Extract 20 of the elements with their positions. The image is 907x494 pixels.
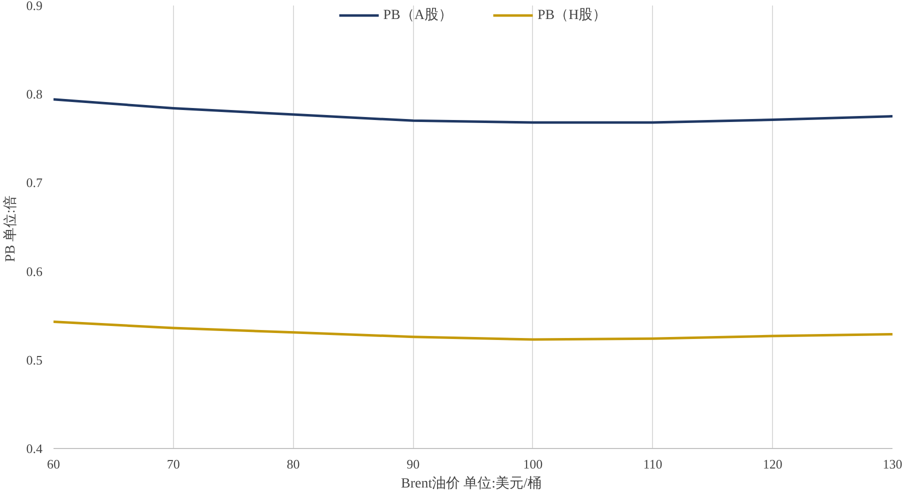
x-tick-label: 100 <box>523 456 543 472</box>
x-axis-title: Brent油价 单位:美元/桶 <box>401 476 542 492</box>
y-tick-label: 0.4 <box>26 441 43 456</box>
x-tick-label: 110 <box>643 456 662 472</box>
y-tick-label: 0.6 <box>26 264 43 279</box>
y-tick-label: 0.9 <box>26 0 42 13</box>
x-tick-label: 120 <box>762 456 782 472</box>
x-tick-label: 80 <box>286 456 300 472</box>
legend-label: PB（H股） <box>538 6 607 24</box>
y-tick-label: 0.5 <box>26 352 42 368</box>
legend-label: PB（A股） <box>383 6 452 24</box>
y-tick-label: 0.7 <box>26 175 43 190</box>
x-tick-label: 60 <box>47 456 60 472</box>
y-axis-title: PB 单位:倍 <box>2 195 18 262</box>
line-series <box>54 98 892 124</box>
x-tick-label: 90 <box>406 456 420 472</box>
x-tick-label: 130 <box>882 456 902 472</box>
x-tick-label: 70 <box>166 456 180 472</box>
line-series <box>54 320 892 341</box>
y-tick-label: 0.8 <box>26 86 42 102</box>
